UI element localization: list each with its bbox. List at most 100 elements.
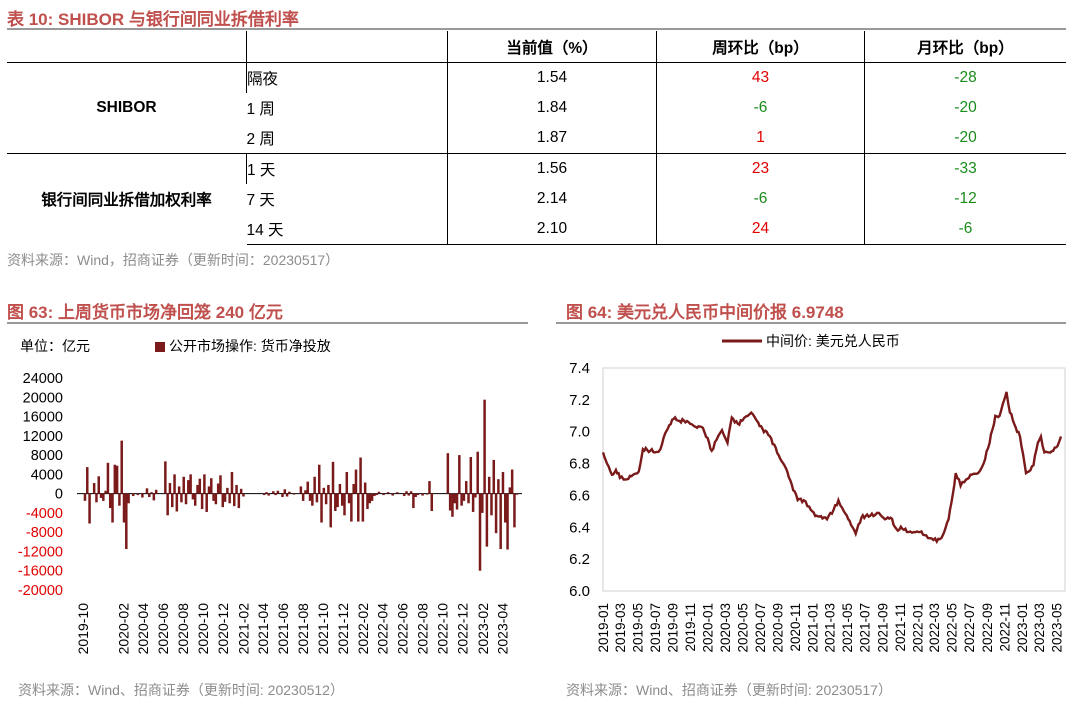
chart63-bar bbox=[92, 483, 96, 494]
table-row: 2 周 1.87 1 -20 bbox=[7, 123, 1066, 154]
chart63-bar bbox=[102, 493, 105, 501]
chart64-plot-frame bbox=[602, 367, 1066, 592]
chart63-bar bbox=[336, 493, 339, 508]
chart63-svg: 单位：亿元 公开市场操作: 货币净投放 24000 20000 16000 12000… bbox=[18, 338, 522, 655]
chart63-bar bbox=[317, 464, 321, 494]
chart63-bar bbox=[180, 493, 183, 503]
chart63-bar bbox=[368, 493, 372, 504]
chart63-x-tick-label: 2020-04 bbox=[135, 603, 151, 655]
chart63-y-tick-label: 8000 bbox=[31, 448, 63, 464]
chart64-x-tick-label: 2019-07 bbox=[648, 603, 663, 653]
chart63-bar bbox=[345, 471, 349, 494]
chart63-x-tick-label: 2021-04 bbox=[255, 603, 271, 655]
chart63-bar bbox=[292, 493, 296, 495]
chart63-x-tick-label: 2020-02 bbox=[115, 603, 131, 655]
group-label-interbank: 银行间同业拆借加权利率 bbox=[7, 153, 247, 245]
chart64-x-axis: 2019-01 2019-03 2019-05 2019-07 2019-09 2019-… bbox=[596, 603, 1064, 653]
chart63-bar bbox=[272, 491, 275, 494]
chart64-x-tick-label: 2021-05 bbox=[840, 603, 855, 653]
chart64-x-tick-label: 2021-09 bbox=[875, 603, 890, 653]
chart63-bar bbox=[458, 455, 461, 494]
chart63-bar bbox=[462, 493, 466, 501]
chart64-x-tick-label: 2019-01 bbox=[596, 603, 611, 653]
chart63-bar bbox=[487, 476, 491, 494]
chart63-y-tick-label: 24000 bbox=[23, 371, 63, 387]
chart63-bar bbox=[451, 493, 454, 517]
chart63-bar bbox=[501, 471, 505, 494]
chart63-bar bbox=[377, 491, 381, 494]
chart63-x-tick-label: 2023-02 bbox=[475, 603, 491, 655]
chart63-bar bbox=[175, 493, 179, 512]
header-group bbox=[7, 31, 247, 63]
group-label-shibor: SHIBOR bbox=[7, 62, 247, 154]
chart64-x-tick-label: 2020-01 bbox=[701, 603, 716, 653]
chart64-x-tick-label: 2022-11 bbox=[997, 603, 1012, 652]
chart63-title: 图 63: 上周货币市场净回笼 240 亿元 bbox=[7, 303, 283, 322]
chart63-bar bbox=[416, 493, 420, 496]
chart63-bar bbox=[506, 493, 509, 550]
chart63-x-tick-label: 2022-02 bbox=[355, 603, 371, 655]
chart63-bar bbox=[421, 493, 424, 496]
chart63-bar bbox=[191, 493, 195, 500]
chart63-bar bbox=[471, 493, 475, 512]
chart63-bar bbox=[283, 489, 287, 494]
tenor-cell: 7 天 bbox=[246, 192, 275, 209]
chart63-bar bbox=[216, 483, 220, 494]
chart63-bar bbox=[239, 488, 243, 494]
value-cell: 1.87 bbox=[447, 123, 657, 154]
chart63-bar bbox=[494, 493, 498, 534]
chart63-bar bbox=[104, 490, 107, 494]
chart63-bar bbox=[141, 493, 144, 498]
mom-cell: -28 bbox=[864, 62, 1066, 93]
rates-table: 当前值（%） 周环比（bp） 月环比（bp） SHIBOR 隔夜 1.54 43… bbox=[7, 31, 1066, 245]
value-cell: 1.54 bbox=[447, 62, 657, 93]
header-tenor bbox=[246, 31, 448, 63]
mom-cell: -6 bbox=[864, 214, 1066, 245]
chart63-bar bbox=[402, 493, 406, 497]
chart63-y-tick-label: -16000 bbox=[18, 564, 63, 580]
chart63-bar bbox=[196, 484, 199, 494]
chart63-bar bbox=[474, 493, 477, 498]
chart63-bar bbox=[313, 476, 316, 494]
chart63-bar bbox=[166, 493, 169, 516]
mom-cell: -12 bbox=[864, 184, 1066, 214]
chart63-x-tick-label: 2022-10 bbox=[435, 603, 451, 655]
chart63-legend-swatch bbox=[155, 342, 165, 352]
chart63-bar bbox=[343, 493, 346, 516]
chart63-bar bbox=[446, 453, 450, 494]
chart63-bars bbox=[83, 399, 519, 571]
header-month-change: 月环比（bp） bbox=[864, 31, 1066, 63]
mom-cell: -33 bbox=[864, 153, 1066, 184]
chart63-bar bbox=[164, 461, 167, 494]
chart63-bar bbox=[118, 493, 121, 506]
chart63-y-tick-label: 0 bbox=[55, 487, 63, 503]
chart64-title-rule bbox=[556, 322, 1066, 324]
chart63-bar bbox=[357, 493, 360, 522]
chart63-bar bbox=[95, 493, 98, 503]
chart63-y-axis: 24000 20000 16000 12000 8000 4000 0 -4000 -8000 -… bbox=[18, 371, 522, 599]
chart63-x-tick-label: 2022-12 bbox=[455, 603, 471, 655]
chart63-bar bbox=[173, 474, 176, 494]
chart64-x-tick-label: 2023-03 bbox=[1032, 603, 1047, 653]
chart63-bar bbox=[242, 493, 245, 497]
chart63-x-tick-label: 2022-08 bbox=[415, 603, 431, 655]
chart63-bar bbox=[510, 469, 514, 494]
chart63-bar bbox=[115, 465, 119, 494]
chart63-bar bbox=[331, 461, 335, 494]
chart63-x-tick-label: 2021-02 bbox=[235, 603, 251, 655]
chart64-x-tick-label: 2020-09 bbox=[771, 603, 786, 653]
chart63-bar bbox=[448, 493, 452, 511]
chart64-x-tick-label: 2021-11 bbox=[893, 603, 908, 652]
chart63-bar bbox=[412, 493, 415, 509]
wow-cell: -6 bbox=[656, 184, 865, 214]
title-rule bbox=[7, 28, 1066, 30]
chart63-bar bbox=[187, 480, 190, 494]
chart63-bar bbox=[228, 493, 231, 504]
table-row: 7 天 2.14 -6 -12 bbox=[7, 184, 1066, 214]
chart64-x-tick-label: 2020-11 bbox=[788, 603, 803, 652]
chart64-x-tick-label: 2021-07 bbox=[858, 603, 873, 653]
chart63-bar bbox=[414, 493, 417, 498]
chart64-x-tick-label: 2021-01 bbox=[806, 603, 821, 653]
chart63-bar bbox=[299, 486, 303, 494]
chart63-bar bbox=[223, 493, 227, 502]
